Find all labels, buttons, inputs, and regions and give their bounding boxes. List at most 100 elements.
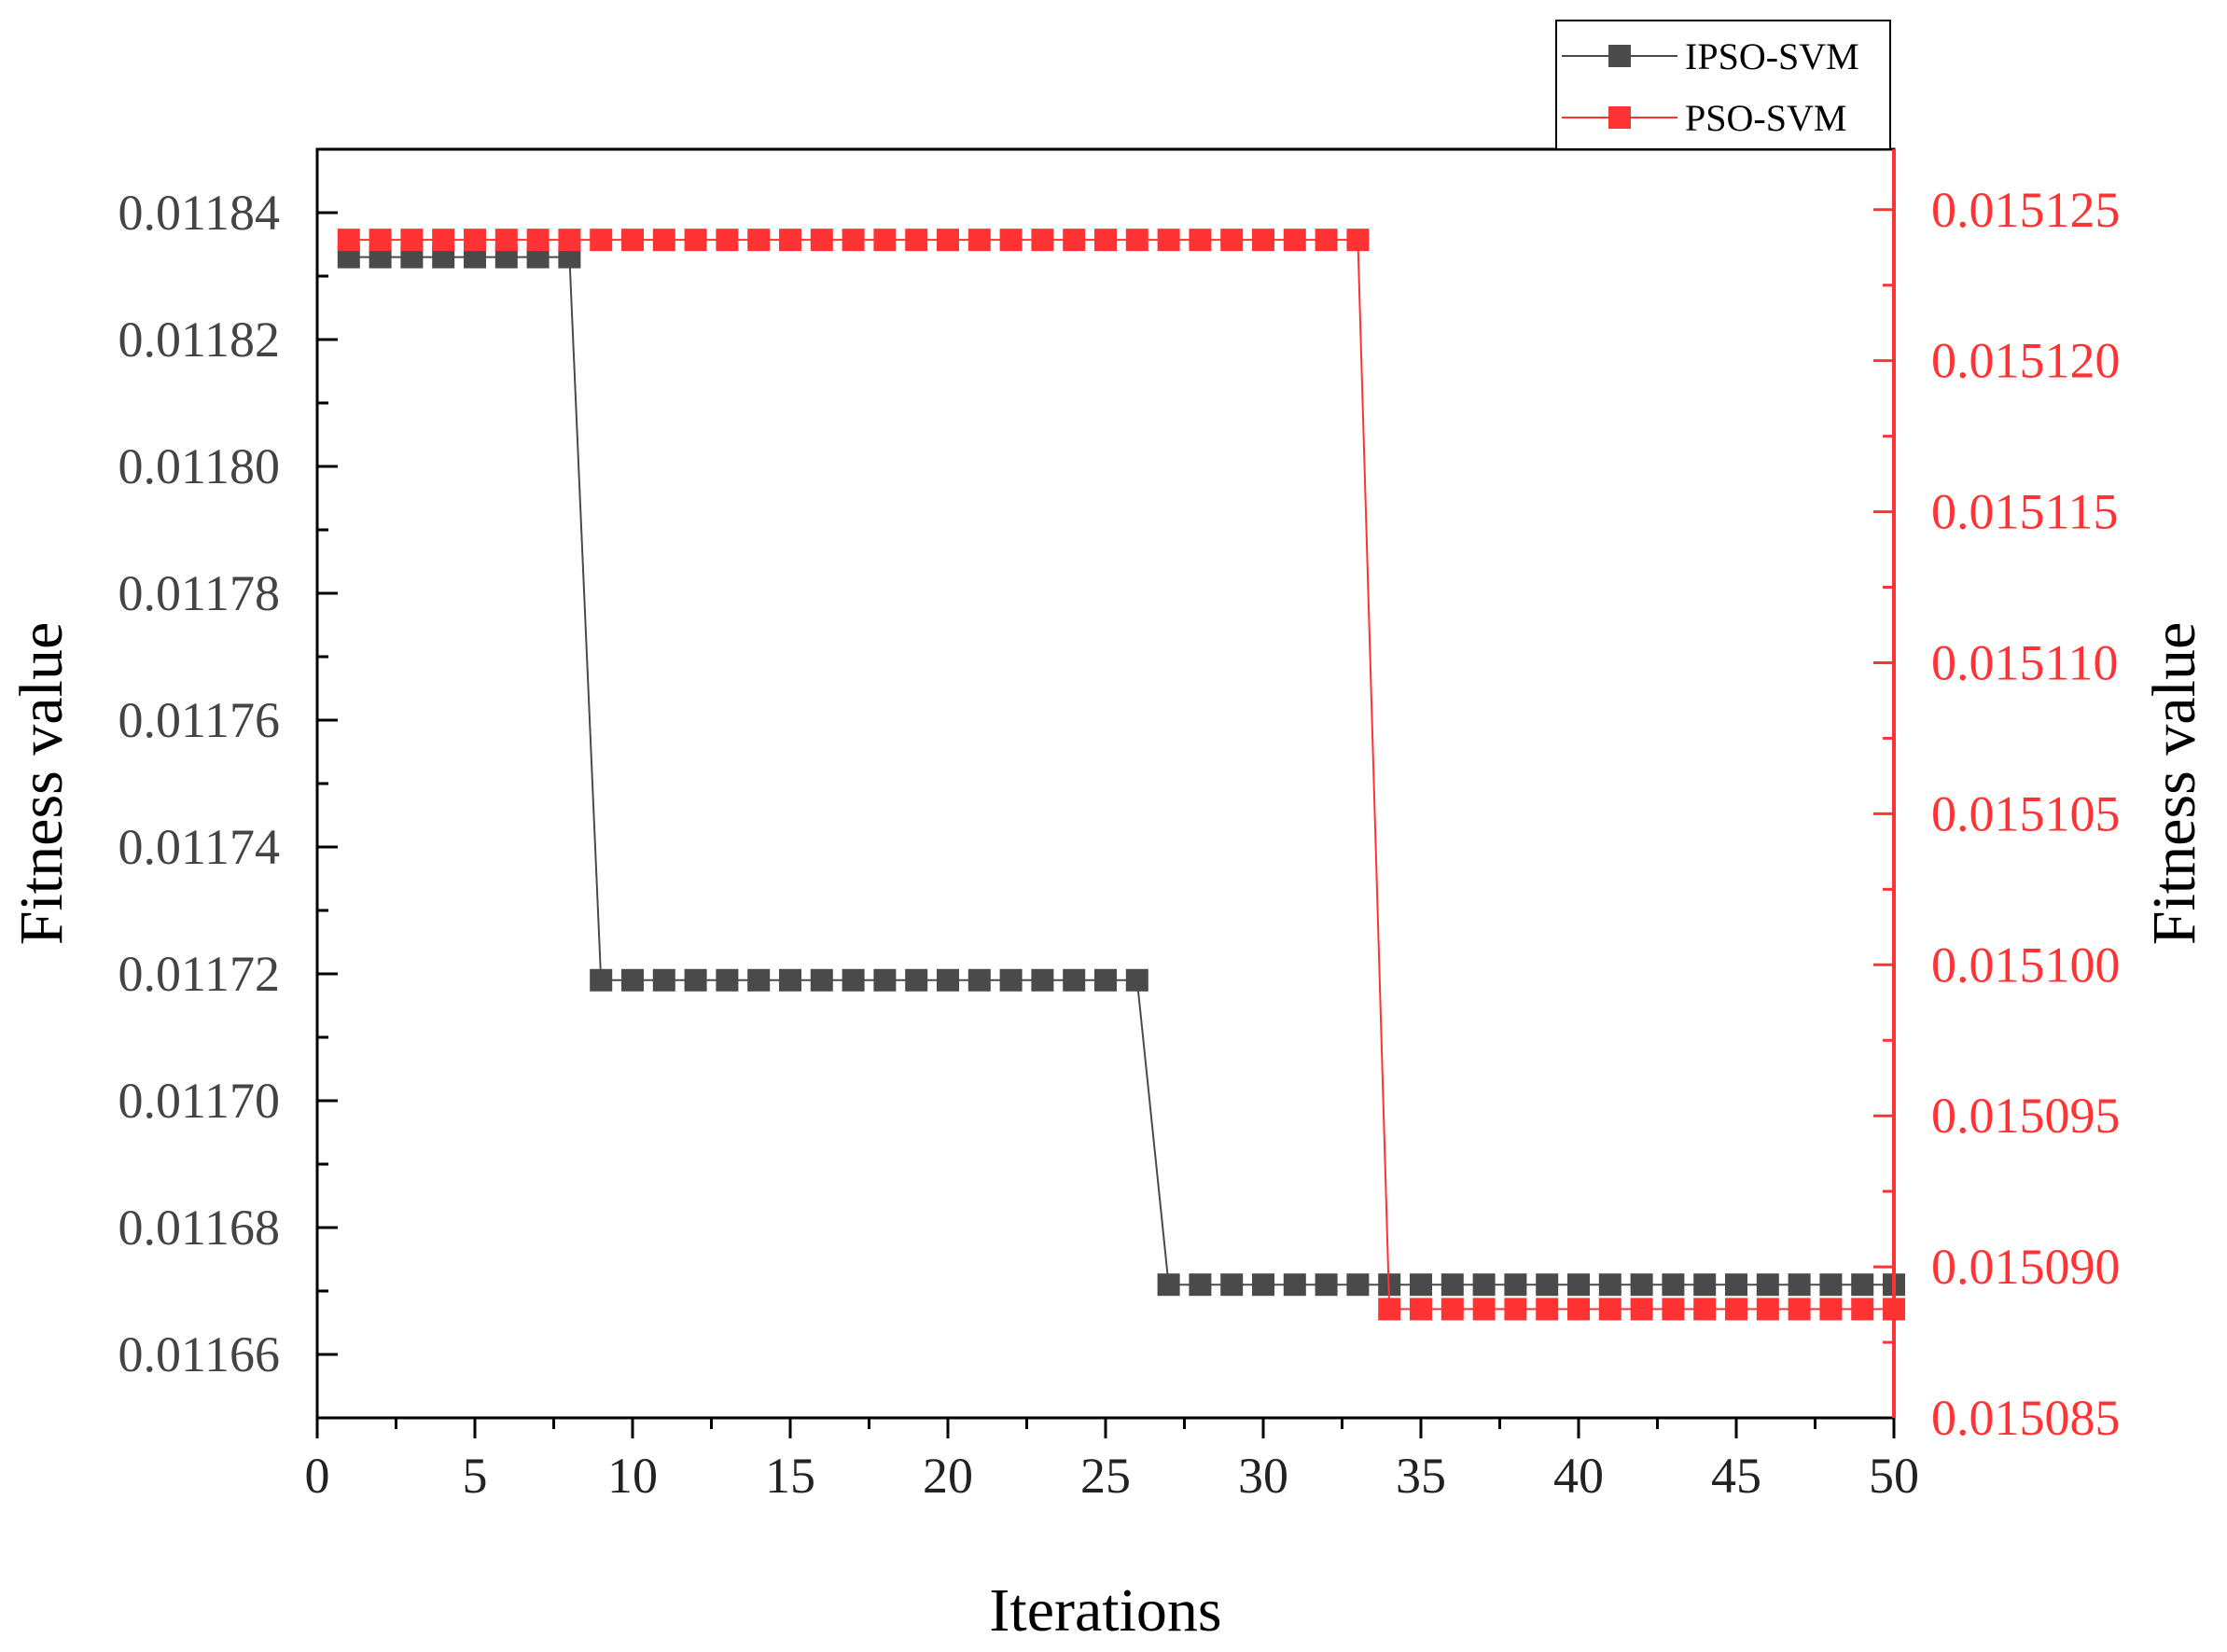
data-point-pso-svm (621, 229, 644, 252)
data-point-pso-svm (873, 229, 897, 252)
y-left-tick-label: 0.01170 (118, 1073, 281, 1129)
y-left-tick-label: 0.01178 (118, 565, 281, 621)
data-point-pso-svm (1378, 1298, 1401, 1321)
data-point-ipso-svm (747, 968, 771, 992)
data-point-pso-svm (1189, 229, 1212, 252)
legend-label-pso-svm: PSO-SVM (1685, 97, 1846, 139)
y-right-tick-label: 0.015090 (1931, 1239, 2121, 1295)
data-point-pso-svm (1220, 229, 1244, 252)
y-right-tick-label: 0.015100 (1931, 937, 2121, 993)
data-point-ipso-svm (810, 968, 833, 992)
y-left-tick-label: 0.01176 (118, 692, 281, 748)
y-left-tick-label: 0.01180 (118, 438, 281, 494)
data-point-pso-svm (1630, 1298, 1653, 1321)
data-point-ipso-svm (1504, 1273, 1527, 1297)
legend-marker-pso-svm (1608, 106, 1631, 129)
data-point-pso-svm (1252, 229, 1274, 252)
x-tick-label: 45 (1711, 1448, 1761, 1504)
data-point-ipso-svm (1410, 1273, 1432, 1297)
data-point-ipso-svm (1851, 1273, 1874, 1297)
data-point-ipso-svm (873, 968, 897, 992)
y-left-tick-label: 0.01184 (118, 185, 281, 241)
data-point-ipso-svm (1031, 968, 1054, 992)
data-point-pso-svm (967, 229, 991, 252)
data-point-ipso-svm (1819, 1273, 1843, 1297)
data-point-pso-svm (1598, 1298, 1622, 1321)
data-point-pso-svm (937, 229, 959, 252)
data-point-pso-svm (1536, 1298, 1559, 1321)
data-point-ipso-svm (1788, 1273, 1811, 1297)
data-point-ipso-svm (1315, 1273, 1338, 1297)
x-tick-label: 0 (305, 1448, 330, 1504)
x-tick-label: 15 (765, 1448, 815, 1504)
legend-label-ipso-svm: IPSO-SVM (1685, 35, 1859, 77)
data-point-pso-svm (1315, 229, 1338, 252)
data-point-ipso-svm (1441, 1273, 1464, 1297)
legend: IPSO-SVM PSO-SVM (1555, 20, 1891, 150)
x-tick-label: 20 (923, 1448, 973, 1504)
data-point-pso-svm (400, 229, 424, 252)
data-point-ipso-svm (1220, 1273, 1244, 1297)
data-point-ipso-svm (1536, 1273, 1559, 1297)
data-point-ipso-svm (937, 968, 959, 992)
data-point-pso-svm (999, 229, 1023, 252)
data-point-ipso-svm (1283, 1273, 1306, 1297)
data-point-ipso-svm (1346, 1273, 1370, 1297)
data-point-ipso-svm (1157, 1273, 1180, 1297)
x-tick-label: 35 (1396, 1448, 1446, 1504)
data-point-pso-svm (1788, 1298, 1811, 1321)
data-point-pso-svm (464, 229, 486, 252)
x-tick-label: 50 (1869, 1448, 1919, 1504)
data-point-pso-svm (716, 229, 739, 252)
y-axis-right-title: Fitness value (2140, 622, 2208, 945)
data-point-ipso-svm (590, 968, 613, 992)
data-point-pso-svm (1157, 229, 1180, 252)
data-point-ipso-svm (1125, 968, 1148, 992)
y-right-tick-label: 0.015115 (1931, 484, 2119, 540)
y-left-tick-label: 0.01182 (118, 312, 281, 368)
data-point-pso-svm (558, 229, 581, 252)
data-point-ipso-svm (1252, 1273, 1274, 1297)
data-point-ipso-svm (652, 968, 675, 992)
data-point-ipso-svm (1756, 1273, 1779, 1297)
data-point-pso-svm (810, 229, 833, 252)
y-right-tick-label: 0.015085 (1931, 1390, 2121, 1446)
data-point-ipso-svm (1598, 1273, 1622, 1297)
data-point-pso-svm (1567, 1298, 1590, 1321)
data-point-pso-svm (494, 229, 518, 252)
series-layer (337, 229, 1905, 1321)
data-point-ipso-svm (779, 968, 801, 992)
ticks-layer: 0 5 10 15 20 25 30 35 40 45 50 0.01166 0.01168 0.0117… (118, 147, 2121, 1504)
y-left-tick-label: 0.01174 (118, 819, 281, 875)
x-tick-label: 10 (607, 1448, 658, 1504)
data-point-ipso-svm (1662, 1273, 1685, 1297)
data-point-ipso-svm (1567, 1273, 1590, 1297)
data-point-ipso-svm (621, 968, 644, 992)
x-tick-label: 5 (463, 1448, 488, 1504)
data-point-pso-svm (1441, 1298, 1464, 1321)
data-point-ipso-svm (842, 968, 865, 992)
data-point-pso-svm (1472, 1298, 1496, 1321)
y-axis-left-title: Fitness value (7, 622, 76, 945)
x-tick-label: 25 (1080, 1448, 1131, 1504)
data-point-ipso-svm (1472, 1273, 1496, 1297)
data-point-pso-svm (1094, 229, 1117, 252)
data-point-pso-svm (1756, 1298, 1779, 1321)
data-point-pso-svm (1851, 1298, 1874, 1321)
data-point-pso-svm (842, 229, 865, 252)
data-point-pso-svm (590, 229, 613, 252)
data-point-ipso-svm (1094, 968, 1117, 992)
data-point-pso-svm (526, 229, 550, 252)
x-tick-label: 40 (1553, 1448, 1604, 1504)
data-point-pso-svm (1504, 1298, 1527, 1321)
data-point-pso-svm (779, 229, 801, 252)
data-point-pso-svm (1125, 229, 1148, 252)
data-point-ipso-svm (1630, 1273, 1653, 1297)
y-left-tick-label: 0.01168 (118, 1200, 281, 1256)
data-point-pso-svm (1031, 229, 1054, 252)
data-point-pso-svm (1410, 1298, 1432, 1321)
data-point-pso-svm (369, 229, 392, 252)
data-point-pso-svm (1725, 1298, 1747, 1321)
x-tick-label: 30 (1238, 1448, 1288, 1504)
